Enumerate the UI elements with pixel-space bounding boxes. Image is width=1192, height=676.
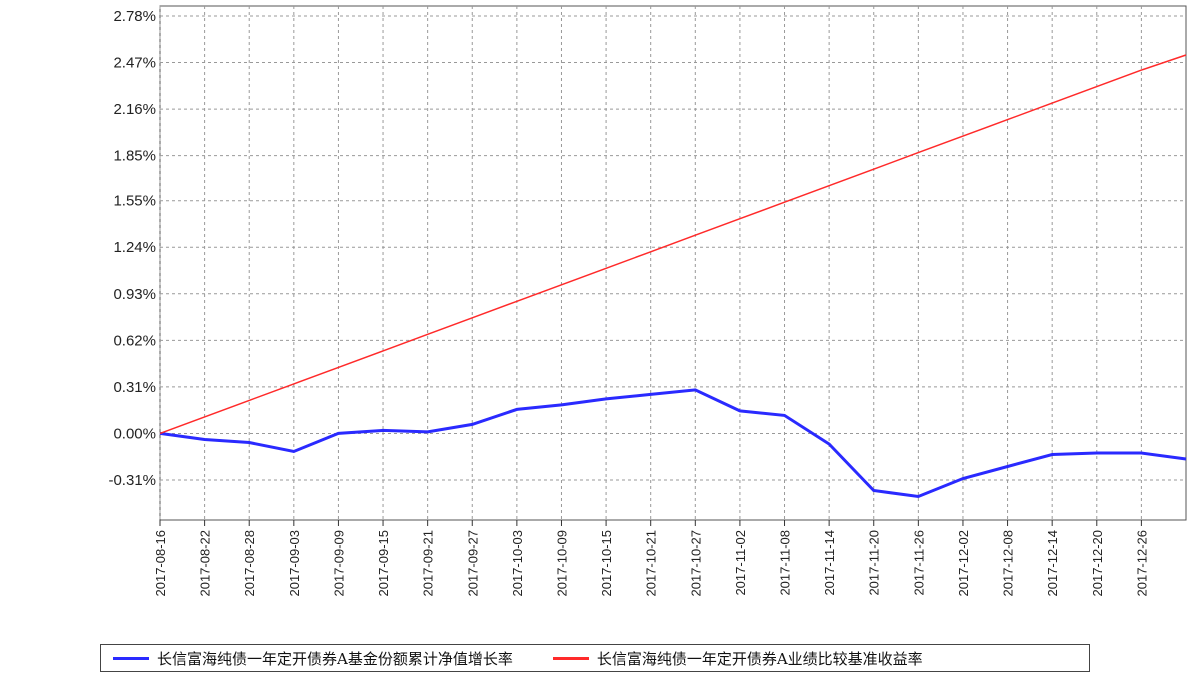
- x-tick-label: 2017-08-16: [153, 530, 168, 597]
- x-tick-label: 2017-10-21: [644, 530, 659, 597]
- x-tick-label: 2017-10-15: [599, 530, 614, 597]
- legend-swatch-benchmark: [552, 656, 589, 660]
- x-tick-label: 2017-12-20: [1090, 530, 1105, 597]
- x-tick-label: 2017-10-09: [554, 530, 569, 597]
- x-tick-label: 2017-08-22: [198, 530, 213, 597]
- x-tick-label: 2017-09-15: [376, 530, 391, 597]
- series-line-nav: [159, 388, 1187, 499]
- x-tick-label: 2017-10-03: [510, 530, 525, 597]
- x-tick-label: 2017-12-02: [956, 530, 971, 597]
- y-tick-label: 2.78%: [113, 8, 156, 25]
- legend-label-nav: 长信富海纯债一年定开债券A基金份额累计净值增长率: [157, 649, 513, 668]
- plot-area: [159, 5, 1187, 521]
- x-axis: 2017-08-16 2017-08-22 2017-08-28 2017-09-03…: [153, 520, 1149, 597]
- y-tick-label: 0.31%: [113, 379, 156, 396]
- y-tick-label: 1.85%: [113, 148, 156, 165]
- series-line-benchmark: [159, 54, 1187, 435]
- x-tick-label: 2017-09-21: [421, 530, 436, 597]
- grid: [159, 6, 1186, 520]
- legend-item-benchmark: 长信富海纯债一年定开债券A业绩比较基准收益率: [552, 648, 923, 669]
- y-tick-label: 2.47%: [113, 55, 156, 72]
- legend-item-nav: 长信富海纯债一年定开债券A基金份额累计净值增长率: [113, 648, 513, 669]
- x-tick-label: 2017-11-08: [778, 530, 793, 596]
- x-tick-label: 2017-11-14: [822, 530, 837, 596]
- y-tick-label: 1.24%: [113, 239, 156, 256]
- x-tick-label: 2017-11-02: [733, 530, 748, 596]
- y-tick-label: 2.16%: [113, 101, 156, 118]
- series-group: [159, 54, 1187, 499]
- x-tick-label: 2017-08-28: [242, 530, 257, 597]
- legend: 长信富海纯债一年定开债券A基金份额累计净值增长率 长信富海纯债一年定开债券A业绩…: [100, 644, 1090, 672]
- y-tick-label: 0.62%: [113, 332, 156, 349]
- y-tick-label: 1.55%: [113, 193, 156, 210]
- x-tick-label: 2017-09-27: [465, 530, 480, 597]
- y-tick-label: 0.93%: [113, 286, 156, 303]
- x-tick-label: 2017-10-27: [688, 530, 703, 597]
- x-tick-label: 2017-09-03: [287, 530, 302, 597]
- x-tick-label: 2017-11-26: [911, 530, 926, 596]
- x-tick-label: 2017-12-26: [1134, 530, 1149, 597]
- y-tick-label: 0.00%: [113, 425, 156, 442]
- x-tick-label: 2017-09-09: [331, 530, 346, 597]
- legend-label-benchmark: 长信富海纯债一年定开债券A业绩比较基准收益率: [596, 649, 923, 668]
- y-tick-label: -0.31%: [108, 472, 156, 489]
- x-tick-label: 2017-12-14: [1045, 530, 1060, 597]
- y-axis: 2.78% 2.47% 2.16% 1.85% 1.55% 1.24% 0.93% 0.62%…: [108, 8, 156, 489]
- x-tick-label: 2017-12-08: [1001, 530, 1016, 597]
- x-tick-label: 2017-11-20: [867, 530, 882, 596]
- legend-swatch-nav: [113, 656, 149, 660]
